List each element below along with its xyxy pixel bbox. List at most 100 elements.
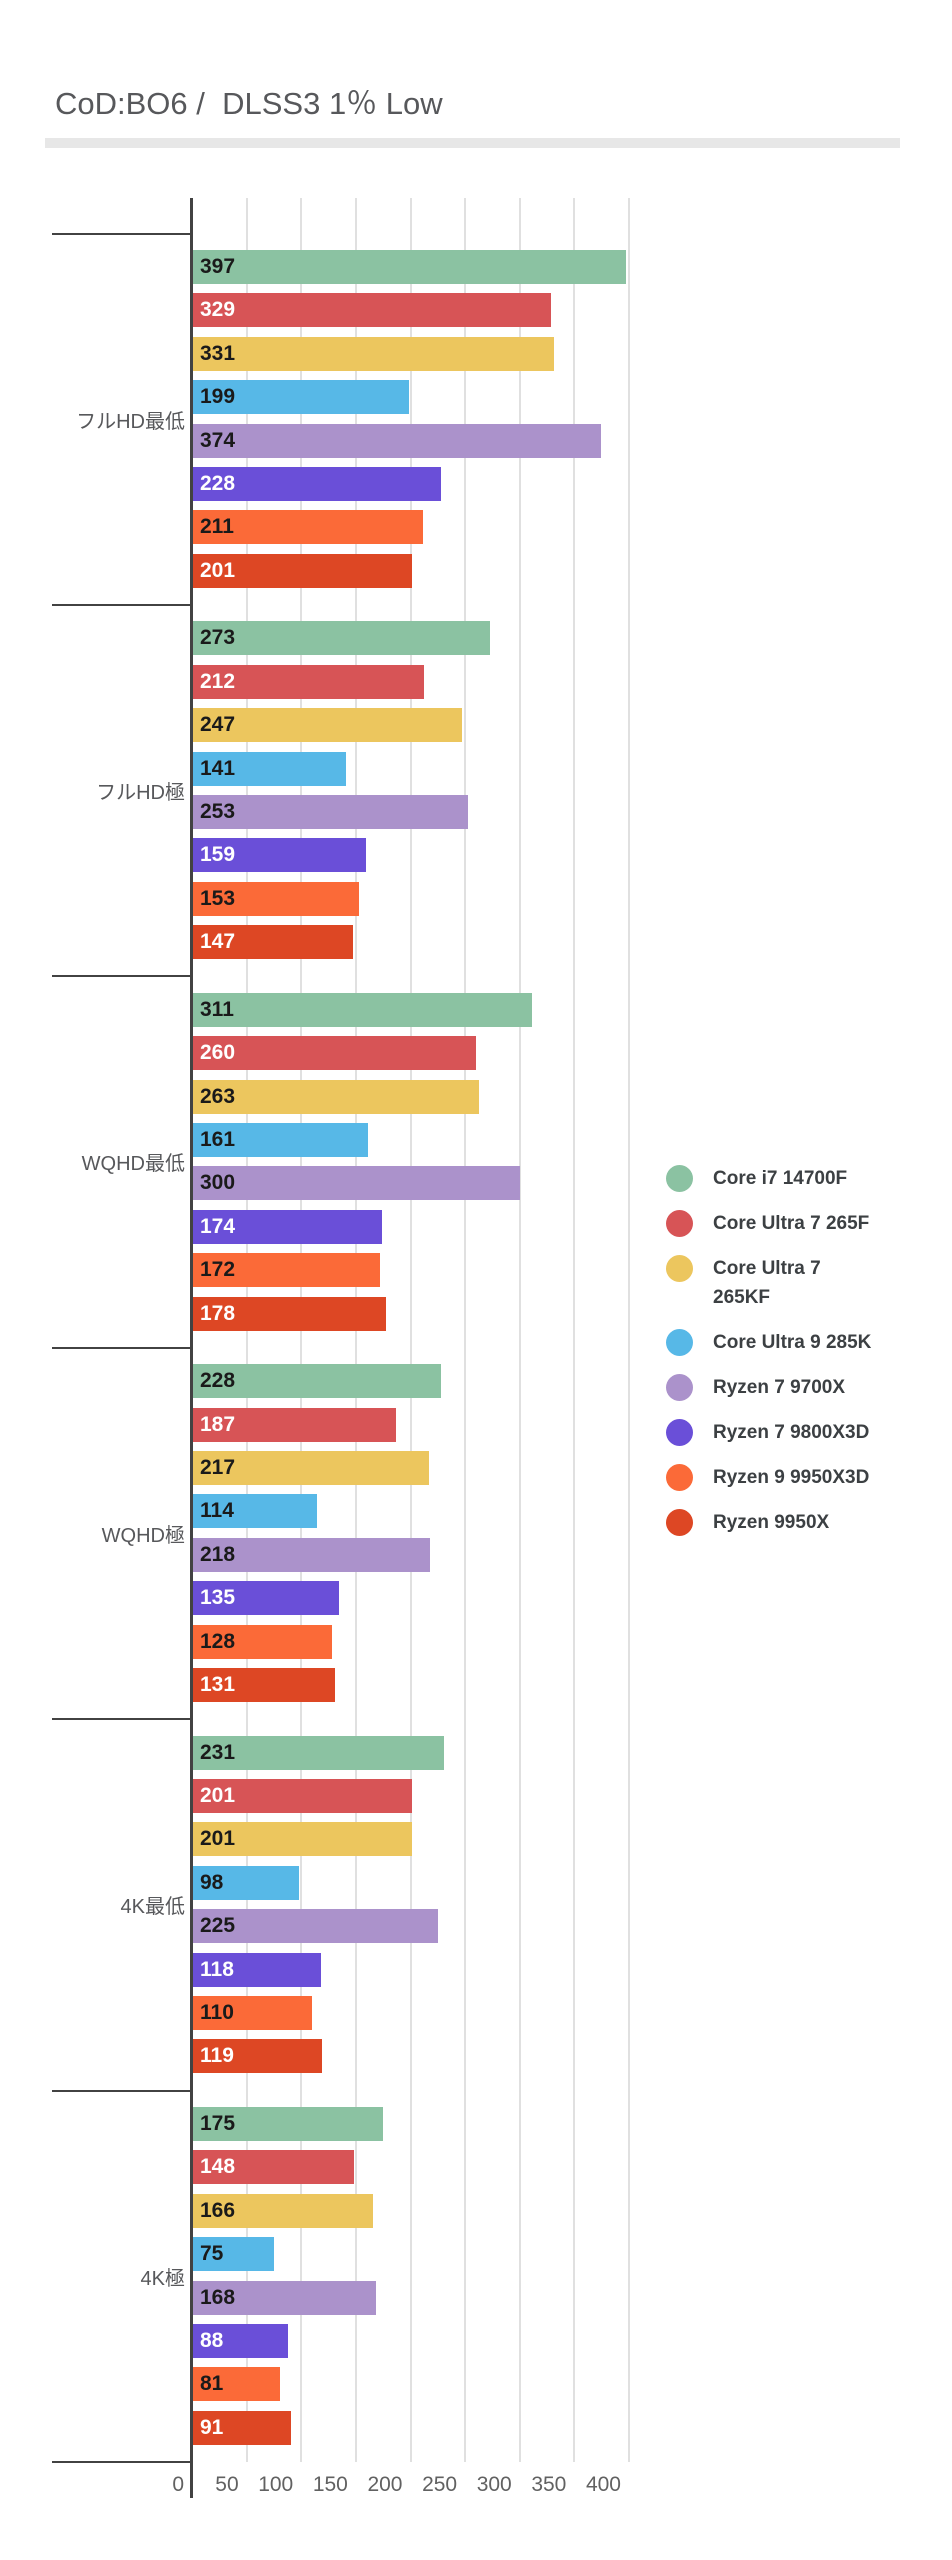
bar-ryzen-7-9700x-group5[interactable]: 225 xyxy=(193,1909,438,1944)
bar-core-i7-14700f-group4[interactable]: 228 xyxy=(193,1364,442,1399)
bar-value: 247 xyxy=(200,713,236,737)
bar-ryzen-7-9700x-group3[interactable]: 300 xyxy=(193,1166,520,1201)
bar-ryzen-9950x-group1[interactable]: 201 xyxy=(193,553,412,588)
chart-title: CoD:BO6 / DLSS3 1％ Low xyxy=(55,86,443,121)
category-label-5: 4K最低 xyxy=(120,1896,185,1919)
bar-core-ultra-9-285k-group5[interactable]: 98 xyxy=(193,1865,300,1900)
bar-core-i7-14700f-group6[interactable]: 175 xyxy=(193,2107,384,2141)
group-tick-4 xyxy=(52,1718,190,1721)
legend-label: Core Ultra 7 265F xyxy=(713,1213,870,1234)
x-axis-label-50: 50 xyxy=(215,2473,239,2496)
group-tick-3 xyxy=(52,1346,190,1349)
bar-value: 141 xyxy=(200,756,236,780)
category-label-6: 4K極 xyxy=(140,2267,185,2290)
x-axis-label-350: 350 xyxy=(531,2473,567,2496)
bar-ryzen-9950x-group6[interactable]: 91 xyxy=(193,2410,292,2445)
bar-core-ultra-9-285k-group3[interactable]: 161 xyxy=(193,1123,368,1157)
bar-value: 201 xyxy=(200,1784,236,1807)
gridline-400 xyxy=(628,198,630,2462)
bar-value: 75 xyxy=(200,2242,224,2266)
legend-item-ryzen-7-9800x3d: Ryzen 7 9800X3D xyxy=(666,1418,871,1447)
bar-ryzen-7-9800x3d-group1[interactable]: 228 xyxy=(193,467,442,501)
bar-value: 166 xyxy=(200,2198,236,2222)
bar-core-ultra-7-265f-group3[interactable]: 260 xyxy=(193,1036,477,1071)
bar-core-ultra-7-265f-group1[interactable]: 329 xyxy=(193,293,552,328)
bar-core-i7-14700f-group5[interactable]: 231 xyxy=(193,1735,445,1770)
bar-ryzen-7-9700x-group6[interactable]: 168 xyxy=(193,2280,376,2315)
bar-value: 174 xyxy=(200,1214,236,1238)
bar-core-ultra-7-265f-group5[interactable]: 201 xyxy=(193,1779,412,1813)
bar-core-ultra-9-285k-group4[interactable]: 114 xyxy=(193,1494,317,1529)
bar-value: 114 xyxy=(200,1499,234,1523)
x-axis-label-150: 150 xyxy=(312,2473,348,2496)
bar-ryzen-9-9950x3d-group3[interactable]: 172 xyxy=(193,1253,380,1288)
bar-ryzen-7-9800x3d-group6[interactable]: 88 xyxy=(193,2324,289,2358)
category-label-2: フルHD極 xyxy=(96,782,185,805)
bar-core-ultra-7-265kf-group2[interactable]: 247 xyxy=(193,708,462,743)
bar-ryzen-9950x-group3[interactable]: 178 xyxy=(193,1296,387,1331)
bar-ryzen-7-9800x3d-group2[interactable]: 159 xyxy=(193,838,366,873)
gridline-200 xyxy=(409,198,412,2462)
bar-value: 228 xyxy=(200,472,236,495)
x-axis-label-200: 200 xyxy=(367,2473,403,2496)
bar-value: 187 xyxy=(200,1412,236,1436)
bar-core-ultra-7-265kf-group3[interactable]: 263 xyxy=(193,1079,480,1114)
bar-value: 147 xyxy=(200,930,236,954)
bar-ryzen-9-9950x3d-group1[interactable]: 211 xyxy=(193,510,423,545)
chart-legend: Core i7 14700F Core Ultra 7 265F Core Ultr… xyxy=(666,1164,871,1537)
bar-ryzen-7-9800x3d-group5[interactable]: 118 xyxy=(193,1952,321,1987)
bar-ryzen-9-9950x3d-group2[interactable]: 153 xyxy=(193,881,360,916)
group-tick-5 xyxy=(52,2089,190,2092)
bar-value: 88 xyxy=(200,2329,224,2352)
legend-swatch-icon xyxy=(666,1329,693,1356)
bar-ryzen-7-9800x3d-group4[interactable]: 135 xyxy=(193,1581,340,1616)
bar-value: 374 xyxy=(200,428,236,452)
category-label-3: WQHD最低 xyxy=(81,1153,185,1176)
bar-value: 331 xyxy=(200,341,236,365)
bar-core-i7-14700f-group3[interactable]: 311 xyxy=(193,992,532,1027)
bar-ryzen-7-9700x-group4[interactable]: 218 xyxy=(193,1537,431,1572)
legend-item-core-ultra-7-265kf: Core Ultra 7 265KF xyxy=(666,1254,871,1312)
bar-ryzen-9-9950x3d-group4[interactable]: 128 xyxy=(193,1624,332,1659)
bar-value: 172 xyxy=(200,1258,236,1282)
bar-ryzen-7-9800x3d-group3[interactable]: 174 xyxy=(193,1209,383,1244)
bar-value: 161 xyxy=(200,1128,236,1151)
bar-core-i7-14700f-group1[interactable]: 397 xyxy=(193,250,626,284)
bar-core-ultra-7-265f-group2[interactable]: 212 xyxy=(193,664,424,699)
bar-value: 128 xyxy=(200,1629,236,1653)
legend-label: Ryzen 7 9700X xyxy=(713,1377,846,1398)
gridline-250 xyxy=(464,198,467,2462)
bar-core-ultra-7-265f-group4[interactable]: 187 xyxy=(193,1407,397,1442)
bar-ryzen-9950x-group4[interactable]: 131 xyxy=(193,1668,336,1702)
legend-label: Ryzen 7 9800X3D xyxy=(713,1422,870,1443)
group-tick-1 xyxy=(52,603,190,606)
bar-value: 119 xyxy=(200,2044,234,2068)
bar-core-ultra-7-265f-group6[interactable]: 148 xyxy=(193,2150,354,2185)
bar-core-ultra-9-285k-group1[interactable]: 199 xyxy=(193,380,410,415)
bar-core-ultra-7-265kf-group5[interactable]: 201 xyxy=(193,1822,412,1857)
legend-swatch-icon xyxy=(666,1509,693,1536)
bar-core-ultra-9-285k-group2[interactable]: 141 xyxy=(193,751,347,786)
x-axis-label-400: 400 xyxy=(585,2473,621,2496)
bar-ryzen-9950x-group2[interactable]: 147 xyxy=(193,925,353,960)
legend-swatch-icon xyxy=(666,1210,693,1237)
bar-core-i7-14700f-group2[interactable]: 273 xyxy=(193,621,491,656)
bar-ryzen-9-9950x3d-group5[interactable]: 110 xyxy=(193,1996,313,2030)
bar-value: 81 xyxy=(200,2372,224,2396)
legend-label: Core Ultra 7 265KF xyxy=(713,1258,821,1308)
legend-swatch-icon xyxy=(666,1165,693,1192)
bar-core-ultra-7-265kf-group1[interactable]: 331 xyxy=(193,336,554,371)
bar-ryzen-7-9700x-group2[interactable]: 253 xyxy=(193,795,469,829)
bar-value: 311 xyxy=(200,997,234,1021)
bar-core-ultra-7-265kf-group4[interactable]: 217 xyxy=(193,1451,430,1485)
y-axis-line xyxy=(190,198,193,2498)
bar-value: 397 xyxy=(200,255,236,278)
bar-core-ultra-9-285k-group6[interactable]: 75 xyxy=(193,2237,274,2272)
bar-value: 201 xyxy=(200,1827,236,1851)
bar-ryzen-7-9700x-group1[interactable]: 374 xyxy=(193,423,601,458)
bar-core-ultra-7-265kf-group6[interactable]: 166 xyxy=(193,2193,374,2228)
bar-value: 273 xyxy=(200,626,236,650)
bar-ryzen-9-9950x3d-group6[interactable]: 81 xyxy=(193,2367,281,2402)
bar-ryzen-9950x-group5[interactable]: 119 xyxy=(193,2039,322,2074)
